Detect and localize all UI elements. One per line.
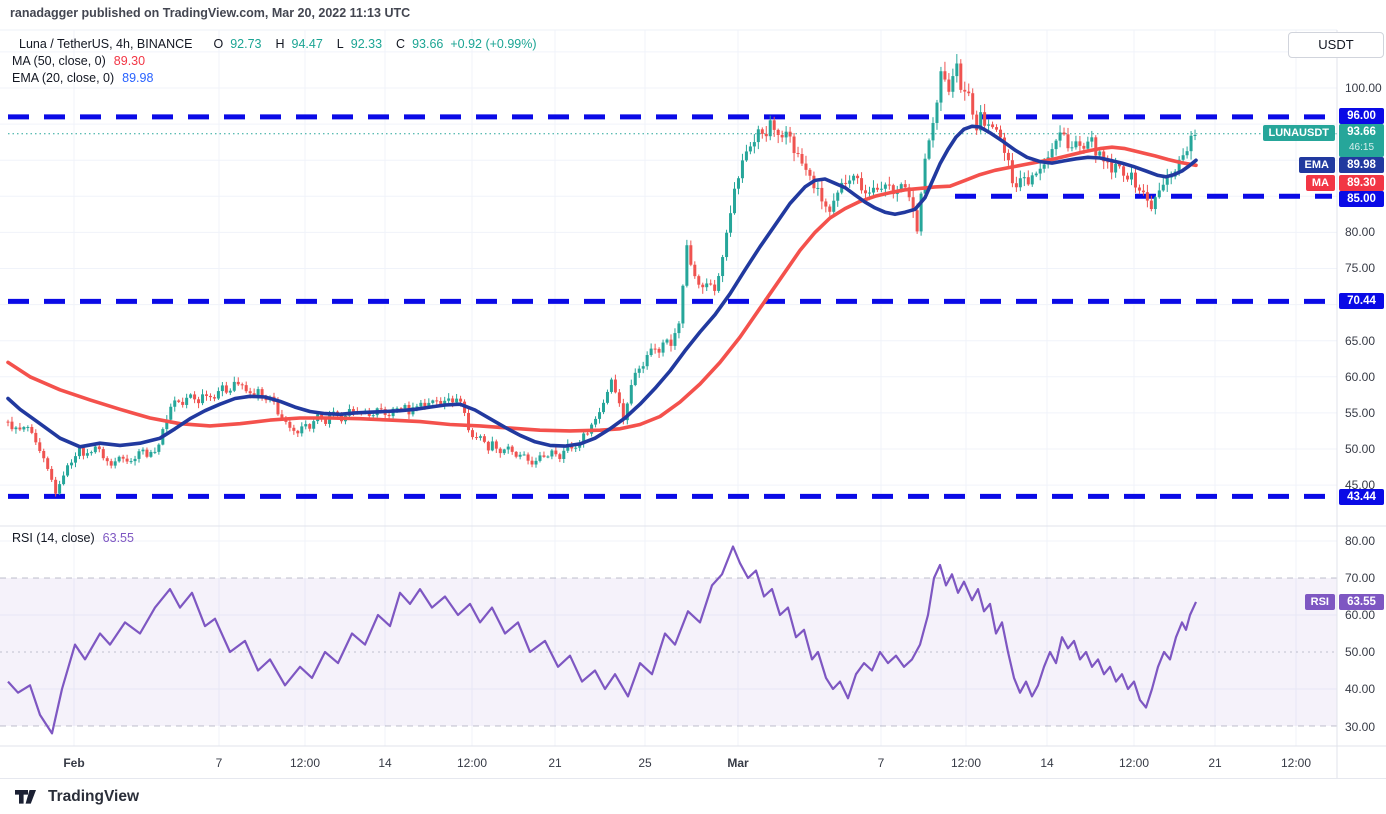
- symbol-legend-row[interactable]: Luna / TetherUS, 4h, BINANCE O 92.73 H 94.47…: [12, 36, 537, 53]
- grid-lines: [0, 30, 1337, 746]
- last-price-value: 93.66: [1347, 126, 1376, 138]
- tradingview-logo-icon[interactable]: [14, 788, 40, 806]
- symbol-title: Luna / TetherUS, 4h, BINANCE: [19, 37, 193, 51]
- chart-canvas[interactable]: 105.00100.0080.0075.0065.0060.0055.0050.…: [0, 0, 1386, 778]
- rsi-tick-label: 50.00: [1345, 645, 1375, 659]
- rsi-chip: RSI: [1304, 594, 1335, 610]
- price-tick-label: 60.00: [1345, 370, 1375, 384]
- time-tick-label: 14: [1040, 756, 1054, 770]
- symbol-chip: LUNAUSDT: [1262, 125, 1335, 141]
- rsi-value-badge: 63.55: [1339, 594, 1384, 610]
- candlestick-series: [6, 54, 1197, 497]
- price-tick-label: 100.00: [1345, 81, 1382, 95]
- price-tick-label: 55.00: [1345, 406, 1375, 420]
- time-tick-label: Feb: [63, 756, 84, 770]
- rsi-tick-label: 40.00: [1345, 682, 1375, 696]
- main-legend: Luna / TetherUS, 4h, BINANCE O 92.73 H 94.47…: [12, 36, 537, 87]
- ema-legend-value: 89.98: [122, 71, 154, 85]
- ema-legend-label: EMA (20, close, 0): [12, 71, 115, 85]
- candle-countdown: 46:15: [1348, 142, 1375, 153]
- ema-legend-row[interactable]: EMA (20, close, 0) 89.98: [12, 70, 537, 87]
- price-tick-label: 80.00: [1345, 225, 1375, 239]
- ema20-line: [6, 124, 1198, 449]
- ohlc-item: L 92.33: [336, 37, 383, 51]
- ohlc-item: O 92.73: [213, 37, 262, 51]
- rsi-legend-row[interactable]: RSI (14, close) 63.55: [12, 531, 134, 545]
- ohlc-item: H 94.47: [275, 37, 323, 51]
- rsi-legend-value: 63.55: [102, 531, 134, 545]
- ohlc-item: C 93.66: [396, 37, 444, 51]
- ma-legend-row[interactable]: MA (50, close, 0) 89.30: [12, 53, 537, 70]
- price-tick-label: 45.00: [1345, 478, 1375, 492]
- time-tick-label: 14: [378, 756, 392, 770]
- level-badge-85: 85.00: [1339, 191, 1384, 207]
- rsi-tick-label: 60.00: [1345, 608, 1375, 622]
- price-level-lines: [8, 114, 1332, 499]
- time-tick-label: 12:00: [457, 756, 487, 770]
- publish-attribution: ranadagger published on TradingView.com,…: [10, 6, 411, 20]
- last-price-badge: 93.66 46:15: [1339, 124, 1384, 157]
- currency-toggle-button[interactable]: USDT: [1288, 32, 1384, 58]
- time-tick-label: 12:00: [1281, 756, 1311, 770]
- time-tick-label: 7: [878, 756, 885, 770]
- time-axis-labels[interactable]: Feb 7 12:00 14 12:00 21 25 Mar 7 12:00 14 12:00 21 12…: [63, 756, 1311, 770]
- rsi-band: [0, 578, 1337, 726]
- rsi-axis-labels[interactable]: 80.00 70.00 60.00 50.00 40.00 30.00: [1345, 534, 1375, 734]
- time-tick-label: 25: [638, 756, 652, 770]
- level-badge-7044: 70.44: [1339, 293, 1384, 309]
- rsi-legend-label: RSI (14, close): [12, 531, 95, 545]
- price-tick-label: 65.00: [1345, 334, 1375, 348]
- time-tick-label: 21: [1208, 756, 1222, 770]
- ma-value-badge: 89.30: [1339, 175, 1384, 191]
- level-badge-96: 96.00: [1339, 108, 1384, 124]
- ma-legend-label: MA (50, close, 0): [12, 54, 106, 68]
- time-tick-label: Mar: [727, 756, 749, 770]
- time-tick-label: 12:00: [951, 756, 981, 770]
- price-axis-labels[interactable]: 105.00100.0080.0075.0065.0060.0055.0050.…: [1345, 45, 1382, 492]
- rsi-tick-label: 80.00: [1345, 534, 1375, 548]
- rsi-line: [7, 545, 1198, 735]
- tradingview-brand-text[interactable]: TradingView: [48, 787, 140, 805]
- ema-value-badge: 89.98: [1339, 157, 1384, 173]
- footer-bar: TradingView: [0, 778, 1386, 814]
- ma-chip: MA: [1305, 175, 1335, 191]
- rsi-tick-label: 70.00: [1345, 571, 1375, 585]
- time-tick-label: 12:00: [290, 756, 320, 770]
- time-tick-label: 7: [216, 756, 223, 770]
- time-tick-label: 21: [548, 756, 562, 770]
- ma50-line: [6, 145, 1198, 433]
- rsi-tick-label: 30.00: [1345, 720, 1375, 734]
- pane-borders: [0, 29, 1386, 778]
- ma-legend-value: 89.30: [113, 54, 146, 68]
- ema-chip: EMA: [1298, 157, 1335, 173]
- change-value: +0.92 (+0.99%): [450, 37, 537, 51]
- price-tick-label: 50.00: [1345, 442, 1375, 456]
- price-tick-label: 75.00: [1345, 261, 1375, 275]
- time-tick-label: 12:00: [1119, 756, 1149, 770]
- rsi-pane: [0, 577, 1337, 727]
- level-badge-4344: 43.44: [1339, 489, 1384, 505]
